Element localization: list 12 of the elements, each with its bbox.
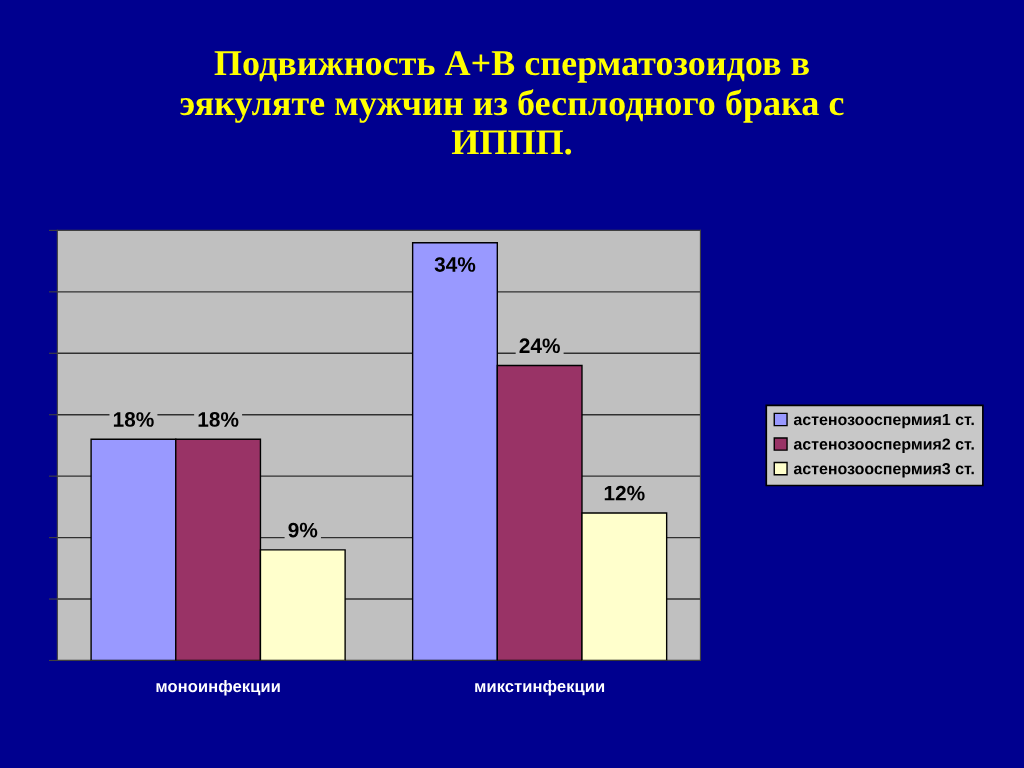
chart-title: Подвижность А+В сперматозоидов в эякуляте мужчин из бесплодного брака с ИППП. [180,51,844,155]
data-label: 24% [519,338,560,354]
x-tick-label: моноинфекции [156,679,280,696]
legend-label: астенозооспермия2 ст. [793,438,974,453]
data-label: 12% [604,485,645,501]
x-tick-label: микстинфекции [475,679,605,696]
data-label: 34% [434,257,476,272]
data-label: 9% [288,522,318,538]
legend-label: астенозооспермия1 ст. [793,414,974,429]
data-label: 18% [198,412,239,427]
legend-label: астенозооспермия3 ст. [793,463,974,478]
data-label: 18% [113,412,154,427]
